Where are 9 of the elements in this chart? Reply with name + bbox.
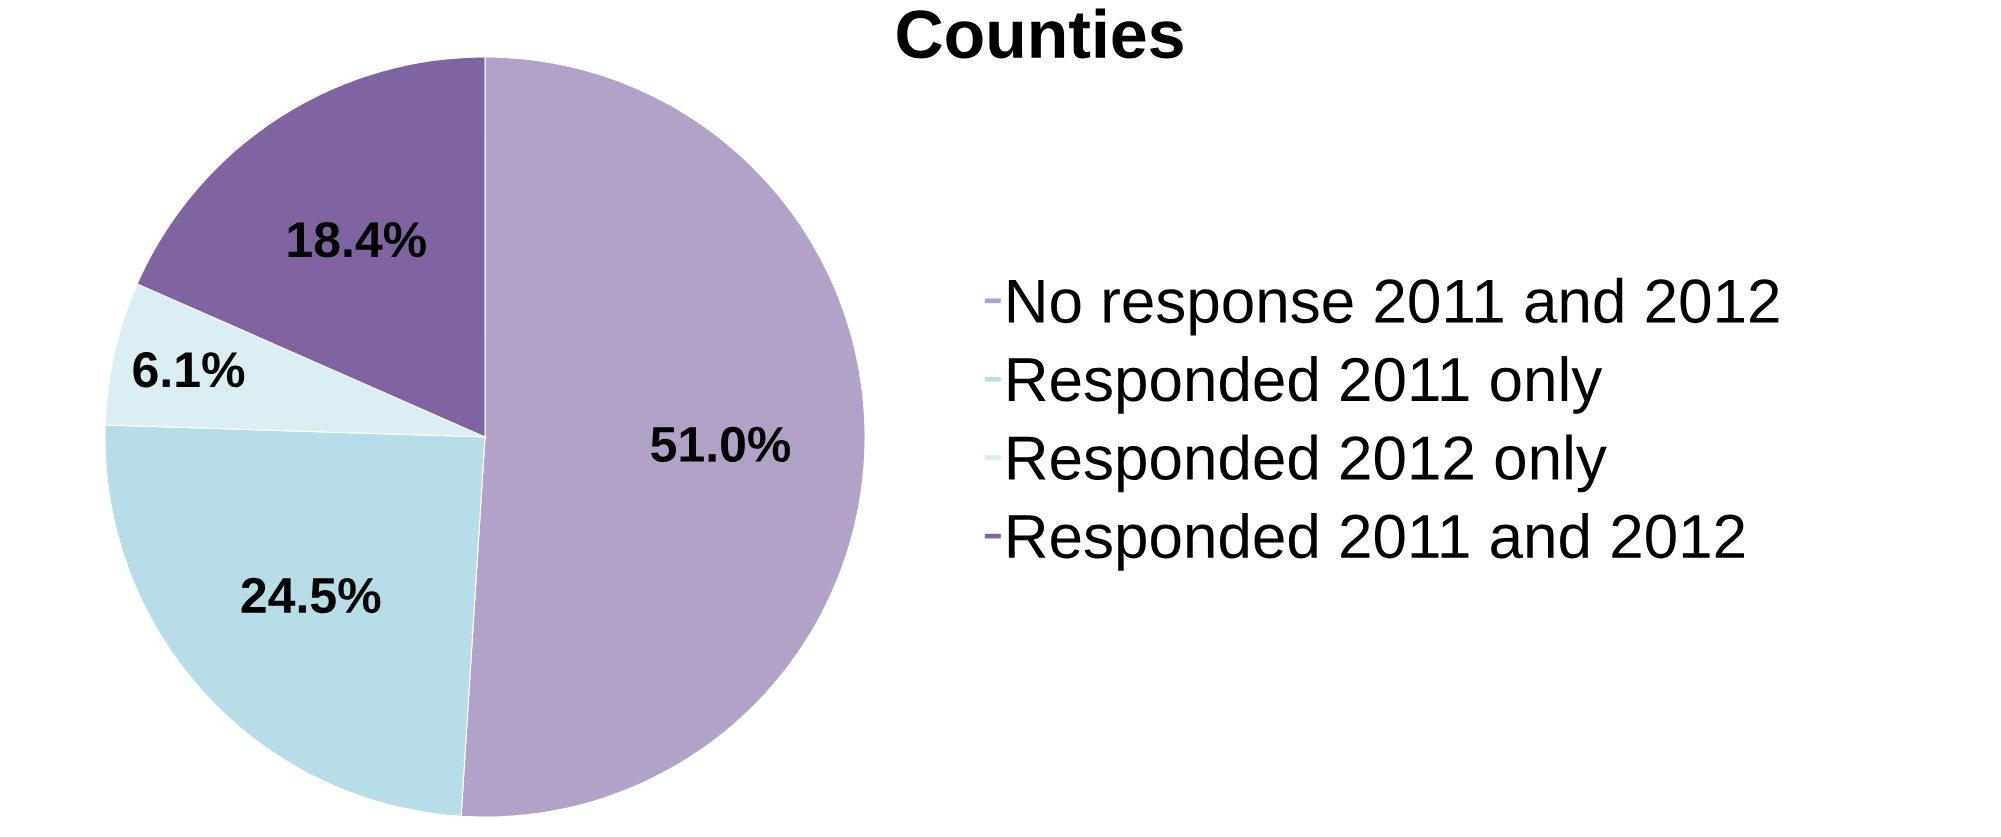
legend-label: No response 2011 and 2012 — [1008, 277, 1779, 336]
legend-label: Responded 2011 and 2012 — [1008, 512, 1744, 571]
chart-title: Counties — [897, 8, 1183, 59]
legend-label: Responded 2011 only — [1008, 356, 1603, 414]
data-label: 18.4% — [288, 221, 426, 258]
legend-label: Responded 2012 only — [1008, 434, 1607, 493]
data-label: 24.5% — [241, 577, 381, 614]
data-label: 6.1% — [133, 352, 245, 388]
data-label: 51.0% — [651, 426, 791, 463]
